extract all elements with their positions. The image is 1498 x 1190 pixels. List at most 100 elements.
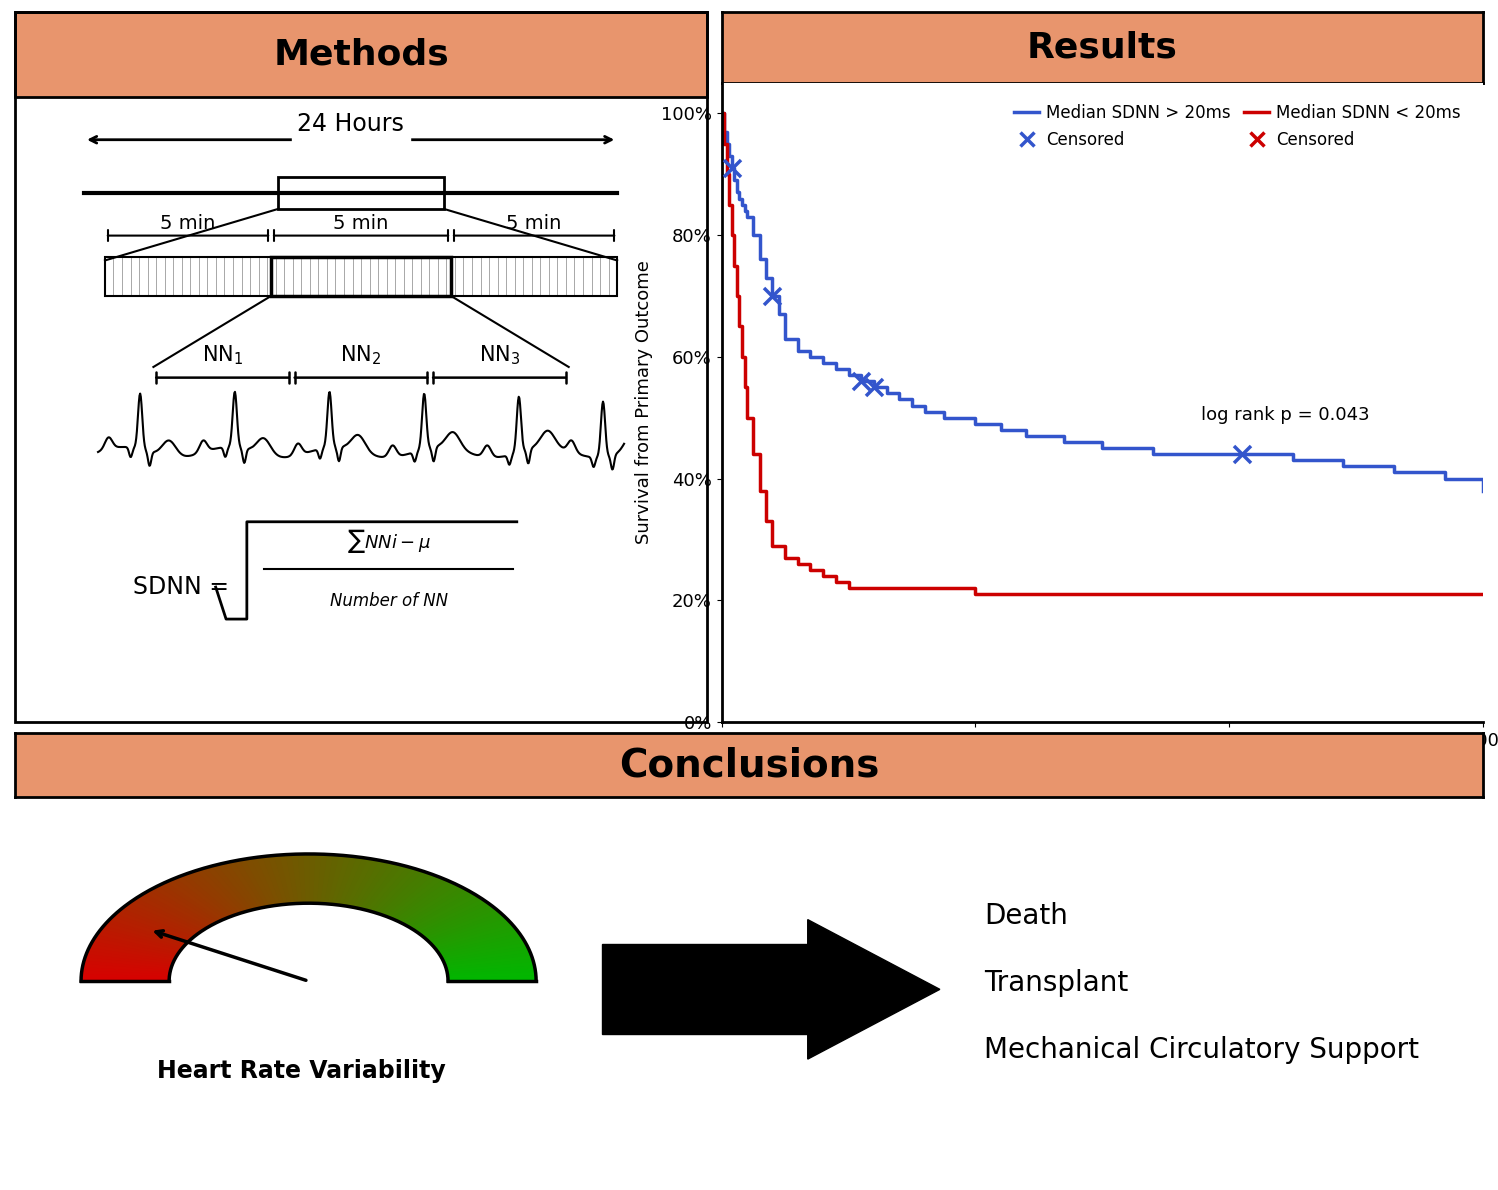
Polygon shape [135,896,205,931]
Polygon shape [297,854,306,903]
Y-axis label: Survival from Primary Outcome: Survival from Primary Outcome [635,261,653,544]
Polygon shape [440,939,524,957]
Polygon shape [425,912,503,940]
Polygon shape [352,860,385,908]
Polygon shape [445,954,532,967]
Polygon shape [160,882,220,922]
Polygon shape [87,948,174,963]
Polygon shape [85,954,172,967]
Polygon shape [436,929,518,951]
X-axis label: Time (days): Time (days) [1041,756,1164,776]
Polygon shape [106,920,186,946]
Legend: Median SDNN > 20ms, Censored, Median SDNN < 20ms, Censored: Median SDNN > 20ms, Censored, Median SDN… [1008,98,1467,156]
Polygon shape [391,878,446,920]
Text: Death: Death [984,902,1068,929]
Text: SDNN =: SDNN = [133,575,237,599]
Polygon shape [201,868,246,913]
Polygon shape [397,882,457,922]
Text: $\sum NNi - \mu$: $\sum NNi - \mu$ [348,527,430,555]
Polygon shape [358,863,395,909]
Polygon shape [279,854,294,904]
Polygon shape [334,856,357,904]
Polygon shape [100,926,183,950]
Polygon shape [103,923,184,947]
Polygon shape [211,865,252,910]
Polygon shape [416,901,490,934]
Polygon shape [404,889,469,926]
Polygon shape [312,854,321,903]
Polygon shape [446,962,535,971]
Polygon shape [433,923,514,947]
Polygon shape [410,894,478,929]
Polygon shape [448,967,535,975]
Polygon shape [139,894,207,929]
Polygon shape [448,975,536,979]
Polygon shape [434,926,517,950]
Polygon shape [216,864,255,910]
Polygon shape [419,903,493,935]
Polygon shape [190,871,238,915]
Polygon shape [165,881,223,921]
Polygon shape [316,854,327,903]
Polygon shape [175,876,229,917]
Polygon shape [394,881,452,921]
Polygon shape [232,860,265,908]
Polygon shape [81,978,169,981]
Polygon shape [355,862,389,908]
Polygon shape [148,889,213,926]
Polygon shape [439,935,523,956]
Point [761,287,785,306]
Point [721,158,745,177]
Polygon shape [82,967,169,975]
Polygon shape [331,856,351,904]
Polygon shape [184,872,235,916]
Polygon shape [94,935,178,956]
Polygon shape [90,941,175,959]
Polygon shape [111,915,190,942]
Text: NN$_3$: NN$_3$ [479,344,520,367]
Polygon shape [238,859,270,907]
Polygon shape [602,944,807,1034]
Polygon shape [244,858,273,907]
Text: NN$_2$: NN$_2$ [340,344,382,367]
Polygon shape [442,945,529,962]
Polygon shape [445,952,532,965]
Polygon shape [93,939,177,957]
Text: 5 min: 5 min [160,214,216,233]
Polygon shape [363,864,401,910]
Polygon shape [369,866,412,912]
Polygon shape [448,971,536,977]
Polygon shape [250,858,276,906]
Polygon shape [319,854,333,903]
Polygon shape [427,915,506,942]
Polygon shape [398,884,461,923]
Polygon shape [109,917,187,944]
Polygon shape [273,856,291,904]
Polygon shape [379,871,427,915]
Polygon shape [382,872,433,916]
Polygon shape [388,876,442,917]
Polygon shape [256,857,280,906]
Text: Methods: Methods [273,38,449,71]
Text: log rank p = 0.043: log rank p = 0.043 [1201,406,1371,425]
Polygon shape [412,896,482,931]
Polygon shape [85,952,172,965]
Polygon shape [345,858,373,907]
Bar [271,257,451,296]
Bar [279,177,443,209]
Polygon shape [374,870,422,914]
Polygon shape [446,965,535,973]
Polygon shape [431,920,511,946]
Polygon shape [348,859,379,907]
Polygon shape [443,948,530,963]
Polygon shape [448,978,536,981]
Text: Results: Results [1028,31,1177,64]
Polygon shape [228,862,262,908]
Polygon shape [415,898,485,932]
Polygon shape [327,856,345,904]
Text: 5 min: 5 min [506,214,562,233]
Polygon shape [285,854,298,903]
Polygon shape [385,875,437,917]
Polygon shape [430,917,508,944]
Polygon shape [84,958,171,969]
